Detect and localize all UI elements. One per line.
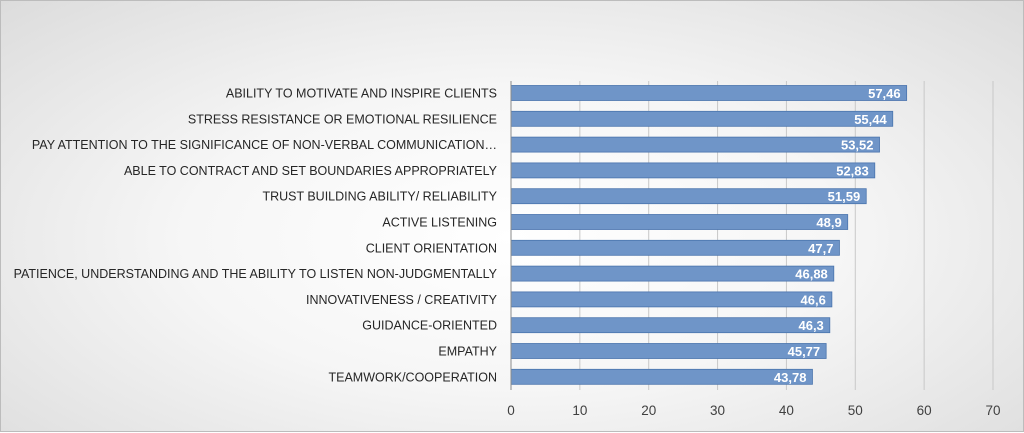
x-tick-label: 10 bbox=[572, 403, 587, 418]
data-label: 47,7 bbox=[808, 241, 833, 256]
bar bbox=[510, 188, 867, 205]
category-label: GUIDANCE-ORIENTED bbox=[362, 319, 497, 333]
data-label: 57,46 bbox=[868, 86, 901, 101]
x-tick-label: 40 bbox=[779, 403, 794, 418]
bar bbox=[510, 368, 813, 385]
data-label: 55,44 bbox=[854, 112, 887, 127]
bar bbox=[510, 136, 880, 153]
x-tick-label: 30 bbox=[710, 403, 725, 418]
data-label: 43,78 bbox=[774, 370, 807, 385]
category-label: TRUST BUILDING ABILITY/ RELIABILITY bbox=[262, 190, 497, 204]
x-tick-label: 0 bbox=[507, 403, 515, 418]
bar bbox=[510, 343, 827, 359]
bar bbox=[510, 85, 908, 101]
x-tick-label: 70 bbox=[985, 403, 1000, 418]
data-label: 46,88 bbox=[795, 267, 828, 282]
category-label: CLIENT ORIENTATION bbox=[366, 241, 497, 255]
category-label: ABILITY TO MOTIVATE AND INSPIRE CLIENTS bbox=[226, 87, 497, 101]
bar bbox=[510, 291, 833, 308]
data-label: 46,3 bbox=[798, 318, 823, 333]
data-label: 52,83 bbox=[836, 163, 869, 178]
bar bbox=[510, 317, 831, 334]
category-labels: ABILITY TO MOTIVATE AND INSPIRE CLIENTS S… bbox=[14, 87, 498, 385]
bar bbox=[510, 214, 849, 230]
x-tick-label: 50 bbox=[848, 403, 863, 418]
x-tick-label: 60 bbox=[917, 403, 932, 418]
bar bbox=[510, 162, 876, 179]
category-label: STRESS RESISTANCE OR EMOTIONAL RESILIENC… bbox=[188, 112, 497, 126]
bars: 57,46 55,44 53,52 52,83 51,59 48,9 47,7 46,88 46… bbox=[510, 85, 908, 385]
category-label: PATIENCE, UNDERSTANDING AND THE ABILITY … bbox=[14, 267, 498, 281]
bar bbox=[510, 110, 894, 127]
category-label: ACTIVE LISTENING bbox=[382, 216, 497, 230]
bar bbox=[510, 265, 835, 282]
category-label: PAY ATTENTION TO THE SIGNIFICANCE OF NON… bbox=[32, 138, 497, 152]
category-label: EMPATHY bbox=[438, 345, 497, 359]
x-tick-label: 20 bbox=[641, 403, 656, 418]
bar bbox=[510, 239, 840, 256]
data-label: 46,6 bbox=[801, 292, 826, 307]
category-label: INNOVATIVENESS / CREATIVITY bbox=[306, 293, 498, 307]
data-label: 53,52 bbox=[841, 138, 874, 153]
data-label: 51,59 bbox=[828, 189, 861, 204]
category-label: ABLE TO CONTRACT AND SET BOUNDARIES APPR… bbox=[124, 164, 498, 178]
category-label: TEAMWORK/COOPERATION bbox=[328, 370, 497, 384]
gridlines bbox=[579, 81, 994, 390]
x-tick-labels: 0 10 20 30 40 50 60 70 bbox=[507, 403, 1000, 418]
data-label: 48,9 bbox=[816, 215, 841, 230]
data-label: 45,77 bbox=[788, 344, 821, 359]
